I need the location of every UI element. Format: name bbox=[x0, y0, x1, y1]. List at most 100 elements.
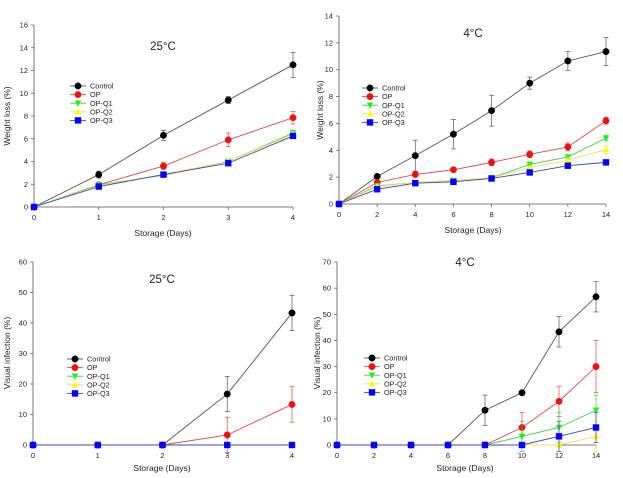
x-tick-label: 4 bbox=[291, 213, 295, 222]
legend-entry: Control bbox=[362, 84, 406, 93]
legend-marker bbox=[368, 363, 376, 371]
x-tick-label: 6 bbox=[451, 210, 455, 219]
series-op-q1 bbox=[30, 129, 297, 211]
chart-panel-2: 0 2 4 6 8 10 12 14 0 2 4 6 8 10 12 14 4°C Storage (Days) W… bbox=[315, 12, 610, 236]
y-tick-label: 30 bbox=[19, 349, 27, 358]
y-tick-label: 20 bbox=[19, 380, 27, 389]
legend-entry: OP-Q1 bbox=[364, 371, 407, 380]
x-tick-label: 2 bbox=[161, 213, 165, 222]
data-point bbox=[288, 441, 296, 449]
legend-entry: OP-Q2 bbox=[362, 109, 405, 118]
data-point bbox=[488, 158, 496, 166]
legend-marker bbox=[74, 91, 82, 99]
data-point bbox=[160, 171, 167, 178]
legend-label: Control bbox=[87, 355, 111, 364]
legend-entry: OP-Q2 bbox=[67, 380, 110, 389]
legend-marker bbox=[366, 119, 374, 126]
x-tick-label: 12 bbox=[564, 210, 572, 219]
y-tick-label: 10 bbox=[323, 414, 331, 423]
data-point bbox=[30, 203, 38, 211]
data-point bbox=[370, 441, 378, 449]
legend-label: Control bbox=[382, 84, 406, 93]
legend-marker bbox=[71, 355, 79, 363]
y-tick-label: 6 bbox=[329, 119, 333, 128]
series-op-q3 bbox=[30, 132, 297, 211]
legend-label: OP-Q1 bbox=[382, 101, 405, 110]
legend-label: OP-Q2 bbox=[87, 380, 110, 389]
x-tick-label: 2 bbox=[372, 451, 376, 460]
x-tick-label: 0 bbox=[337, 210, 341, 219]
y-tick-label: 16 bbox=[20, 21, 28, 30]
series-control bbox=[30, 51, 297, 211]
data-point bbox=[592, 407, 600, 414]
data-point bbox=[602, 135, 610, 142]
chart-title: 25°C bbox=[150, 41, 176, 53]
legend-entry: Control bbox=[67, 355, 111, 364]
x-tick-label: 12 bbox=[555, 451, 563, 460]
data-point bbox=[373, 186, 381, 193]
data-point bbox=[288, 400, 296, 408]
data-point bbox=[449, 166, 457, 174]
legend-marker bbox=[71, 381, 79, 388]
y-tick-label: 4 bbox=[329, 146, 333, 155]
legend-entry: OP-Q1 bbox=[362, 101, 405, 110]
data-point bbox=[407, 441, 415, 449]
y-tick-label: 10 bbox=[20, 89, 28, 98]
data-point bbox=[289, 114, 297, 122]
series-line bbox=[338, 51, 607, 205]
legend-label: OP-Q2 bbox=[384, 379, 407, 388]
x-tick-label: 4 bbox=[413, 210, 417, 219]
series-line bbox=[33, 404, 293, 446]
data-point bbox=[481, 406, 489, 414]
y-tick-label: 8 bbox=[24, 112, 28, 121]
data-point bbox=[564, 162, 572, 169]
x-tick-label: 2 bbox=[375, 210, 379, 219]
series-line bbox=[33, 312, 293, 446]
legend-marker bbox=[74, 117, 82, 124]
chart-title: 4°C bbox=[455, 257, 474, 269]
series-line bbox=[338, 120, 607, 205]
legend-label: OP-Q2 bbox=[90, 107, 113, 116]
y-tick-label: 14 bbox=[325, 12, 333, 21]
legend-entry: OP-Q3 bbox=[362, 118, 405, 127]
legend-marker bbox=[74, 108, 82, 115]
data-point bbox=[225, 160, 232, 167]
x-axis-label: Storage (Days) bbox=[436, 463, 493, 473]
data-point bbox=[526, 164, 533, 171]
y-tick-label: 70 bbox=[323, 258, 331, 267]
legend-label: OP-Q3 bbox=[90, 116, 113, 125]
x-tick-label: 10 bbox=[526, 210, 534, 219]
data-point bbox=[592, 293, 600, 301]
series-line bbox=[338, 161, 607, 205]
x-tick-label: 4 bbox=[290, 451, 294, 460]
data-point bbox=[526, 79, 534, 87]
data-point bbox=[289, 132, 297, 140]
y-axis-label: Visual infection (%) bbox=[312, 317, 322, 390]
x-tick-label: 14 bbox=[602, 210, 610, 219]
chart-title: 4°C bbox=[463, 28, 482, 40]
legend-label: OP-Q3 bbox=[382, 118, 405, 127]
data-point bbox=[289, 61, 297, 69]
y-tick-label: 60 bbox=[323, 284, 331, 293]
data-point bbox=[95, 171, 103, 179]
legend-marker bbox=[366, 84, 374, 92]
data-point bbox=[518, 389, 526, 397]
series-op-q3 bbox=[29, 441, 296, 449]
data-point bbox=[411, 171, 419, 178]
legend-entry: OP bbox=[70, 90, 101, 99]
y-tick-label: 8 bbox=[329, 92, 333, 101]
data-point bbox=[518, 441, 526, 449]
chart-panel-4: 0 2 4 6 8 10 12 14 0 10 20 30 40 50 60 70 4°C Storage (Da… bbox=[312, 257, 600, 473]
y-tick-label: 40 bbox=[19, 319, 27, 328]
data-point bbox=[526, 169, 533, 176]
x-axis-label: Storage (Days) bbox=[133, 463, 190, 473]
data-point bbox=[224, 136, 232, 144]
x-tick-label: 8 bbox=[489, 210, 493, 219]
data-point bbox=[95, 183, 102, 190]
x-tick-label: 8 bbox=[483, 451, 487, 460]
legend-label: OP-Q1 bbox=[90, 99, 113, 108]
y-axis-label: Weight loss (%) bbox=[2, 86, 12, 146]
legend-marker bbox=[366, 93, 374, 101]
x-tick-label: 2 bbox=[160, 451, 164, 460]
legend-marker bbox=[368, 372, 376, 379]
